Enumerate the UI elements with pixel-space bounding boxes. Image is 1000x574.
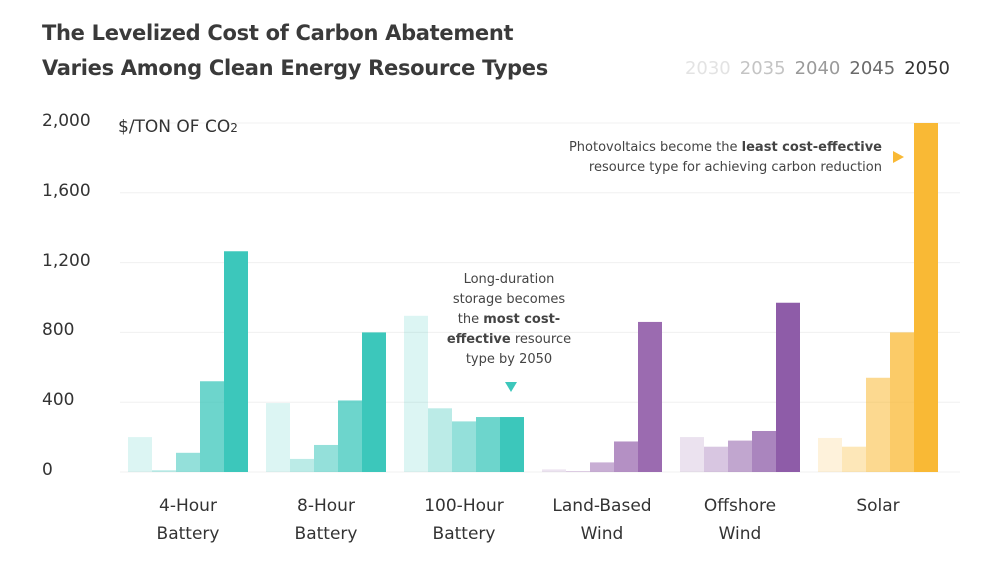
bar-solar-2040 [866, 377, 890, 472]
bar-land-based-2050 [638, 321, 662, 472]
annot-bold: least cost-effective [741, 140, 882, 155]
bar-land-based-2030 [542, 469, 566, 472]
y-tick-label: 1,600 [42, 180, 91, 201]
x-label-line: 8-Hour [297, 496, 355, 516]
bar-100-hour-2045 [476, 417, 500, 472]
x-label-line: Battery [156, 524, 220, 544]
bar-solar-2030 [818, 437, 842, 472]
bar-offshore-2030 [680, 437, 704, 472]
y-tick-label: 1,200 [42, 250, 91, 271]
bar-land-based-2045 [614, 441, 638, 472]
bar-offshore-2045 [752, 430, 776, 472]
bar-offshore-2050 [776, 302, 800, 472]
x-label-line: Wind [580, 524, 624, 544]
bar-100-hour-2030 [404, 315, 428, 472]
annot-text: resource [510, 332, 572, 347]
y-axis-unit: $/TON OF CO2 [118, 117, 238, 137]
annot-text: the [457, 312, 484, 327]
x-category-label: 4-Hour Battery [119, 492, 257, 548]
bar-8-hour-2040 [314, 444, 338, 472]
bar-8-hour-2045 [338, 400, 362, 472]
storage-annotation: Long-duration storage becomes the most c… [428, 270, 590, 370]
y-unit-text: $/TON OF CO [118, 117, 231, 137]
title-line-1: The Levelized Cost of Carbon Abatement [42, 21, 514, 45]
x-label-line: Solar [856, 496, 900, 516]
bar-4-hour-2030 [128, 437, 152, 472]
solar-annotation: Photovoltaics become the least cost-effe… [520, 138, 882, 178]
y-tick-label: 800 [42, 320, 75, 341]
bar-solar-2045 [890, 332, 914, 472]
bar-8-hour-2035 [290, 458, 314, 472]
y-tick-label: 2,000 [42, 111, 91, 131]
bar-4-hour-2040 [176, 452, 200, 472]
x-category-label: Offshore Wind [671, 492, 809, 548]
x-category-label: Solar [809, 492, 947, 520]
annot-bold: effective [446, 332, 511, 347]
x-category-label: 100-Hour Battery [395, 492, 533, 548]
y-unit-subscript: 2 [230, 121, 238, 135]
title-line-2: Varies Among Clean Energy Resource Types [42, 56, 548, 80]
bar-100-hour-2050 [500, 417, 524, 472]
x-label-line: Land-Based [552, 496, 652, 516]
x-label-line: Wind [718, 524, 762, 544]
annot-bold: most cost- [483, 312, 561, 327]
annot-line: type by 2050 [465, 352, 553, 367]
annot-line: resource type for achieving carbon reduc… [588, 160, 882, 175]
storage-marker-icon [505, 382, 517, 392]
x-label-line: Battery [432, 524, 496, 544]
legend-item-2040: 2040 [794, 58, 841, 79]
bar-4-hour-2045 [200, 381, 224, 472]
chart-title: The Levelized Cost of Carbon Abatement V… [42, 16, 548, 86]
bar-land-based-2035 [566, 471, 590, 472]
bar-100-hour-2040 [452, 421, 476, 472]
bar-land-based-2040 [590, 462, 614, 472]
x-category-label: Land-Based Wind [533, 492, 671, 548]
bar-4-hour-2035 [152, 470, 176, 472]
bar-8-hour-2050 [362, 332, 386, 472]
legend: 2030 2035 2040 2045 2050 [685, 58, 950, 79]
solar-marker-icon [893, 151, 904, 163]
x-label-line: 4-Hour [159, 496, 217, 516]
legend-item-2035: 2035 [739, 58, 786, 79]
x-label-line: 100-Hour [424, 496, 504, 516]
annot-line: storage becomes [452, 292, 566, 307]
legend-item-2050: 2050 [904, 58, 950, 79]
y-tick-label: 400 [42, 390, 75, 411]
bar-offshore-2035 [704, 446, 728, 472]
x-category-label: 8-Hour Battery [257, 492, 395, 548]
x-label-line: Battery [294, 524, 358, 544]
legend-item-2030: 2030 [684, 58, 731, 79]
legend-item-2045: 2045 [849, 58, 896, 79]
annot-text: Photovoltaics become the [568, 140, 742, 155]
bar-4-hour-2050 [224, 251, 248, 472]
y-tick-label: 0 [42, 460, 53, 480]
bar-solar-2035 [842, 446, 866, 472]
bar-solar-2050 [914, 123, 938, 472]
bar-offshore-2040 [728, 440, 752, 472]
bar-100-hour-2035 [428, 408, 452, 472]
bar-8-hour-2030 [266, 403, 290, 472]
annot-line: Long-duration [463, 272, 555, 287]
x-label-line: Offshore [703, 496, 777, 516]
